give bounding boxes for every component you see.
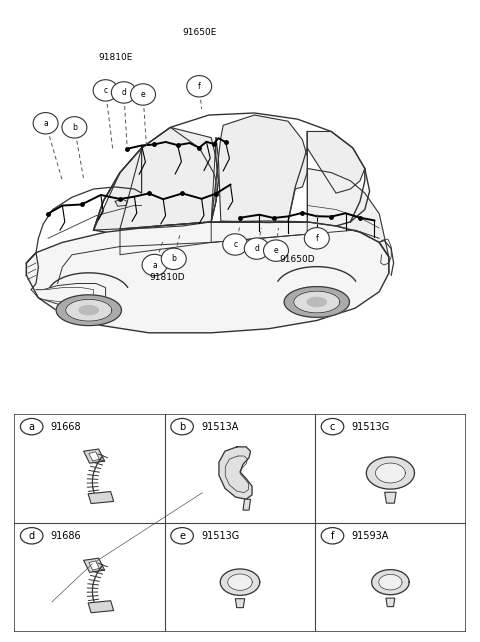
Polygon shape — [219, 447, 252, 499]
Circle shape — [171, 419, 193, 435]
Text: 91650E: 91650E — [182, 28, 216, 37]
Polygon shape — [386, 598, 395, 607]
Circle shape — [21, 528, 43, 544]
Polygon shape — [218, 115, 307, 223]
Text: a: a — [43, 119, 48, 128]
Text: 91810E: 91810E — [98, 53, 132, 62]
Polygon shape — [228, 574, 252, 591]
Text: 91686: 91686 — [50, 531, 81, 541]
Text: b: b — [72, 123, 77, 132]
Polygon shape — [384, 492, 396, 503]
Polygon shape — [235, 599, 245, 607]
Circle shape — [93, 80, 118, 101]
Polygon shape — [94, 127, 216, 230]
Circle shape — [321, 528, 344, 544]
Text: b: b — [179, 422, 185, 431]
Text: e: e — [274, 246, 278, 255]
Polygon shape — [79, 306, 98, 315]
Polygon shape — [307, 297, 326, 306]
Circle shape — [187, 76, 212, 97]
Circle shape — [33, 112, 58, 134]
Text: 91513A: 91513A — [201, 422, 238, 431]
Circle shape — [244, 238, 269, 259]
Polygon shape — [115, 199, 127, 206]
Text: 91650D: 91650D — [280, 255, 315, 264]
Text: a: a — [29, 422, 35, 431]
Circle shape — [142, 254, 167, 275]
Polygon shape — [120, 127, 218, 229]
Polygon shape — [56, 295, 121, 325]
Circle shape — [21, 419, 43, 435]
Text: 91668: 91668 — [50, 422, 81, 431]
Polygon shape — [243, 499, 251, 510]
Circle shape — [223, 234, 248, 255]
Circle shape — [321, 419, 344, 435]
Text: c: c — [233, 240, 237, 249]
Circle shape — [304, 228, 329, 249]
Polygon shape — [307, 132, 365, 193]
Text: c: c — [330, 422, 335, 431]
Text: 91513G: 91513G — [201, 531, 239, 541]
Polygon shape — [379, 575, 402, 590]
Text: a: a — [152, 261, 157, 270]
Polygon shape — [88, 601, 114, 612]
Text: d: d — [254, 244, 259, 253]
Polygon shape — [26, 221, 389, 333]
Polygon shape — [84, 558, 105, 573]
Text: e: e — [179, 531, 185, 541]
Polygon shape — [294, 291, 340, 313]
Circle shape — [131, 84, 156, 105]
Circle shape — [171, 528, 193, 544]
Polygon shape — [307, 168, 389, 257]
Text: f: f — [315, 234, 318, 243]
Text: 91513G: 91513G — [351, 422, 390, 431]
Text: d: d — [29, 531, 35, 541]
Circle shape — [62, 117, 87, 138]
Polygon shape — [66, 299, 112, 321]
Polygon shape — [372, 569, 409, 594]
Text: d: d — [121, 88, 126, 97]
Text: f: f — [331, 531, 334, 541]
Text: 91810D: 91810D — [149, 273, 185, 282]
Circle shape — [264, 240, 288, 261]
Text: b: b — [171, 254, 176, 263]
Polygon shape — [89, 561, 99, 570]
Circle shape — [111, 82, 136, 103]
Polygon shape — [89, 452, 99, 461]
Polygon shape — [366, 457, 414, 489]
Polygon shape — [84, 449, 105, 464]
FancyBboxPatch shape — [14, 414, 466, 632]
Polygon shape — [284, 286, 349, 317]
Text: e: e — [141, 90, 145, 99]
Polygon shape — [88, 492, 114, 503]
Text: f: f — [198, 82, 201, 91]
Polygon shape — [220, 569, 260, 595]
Circle shape — [161, 248, 186, 270]
Text: 91593A: 91593A — [351, 531, 389, 541]
Polygon shape — [375, 463, 405, 483]
Text: c: c — [104, 86, 108, 95]
